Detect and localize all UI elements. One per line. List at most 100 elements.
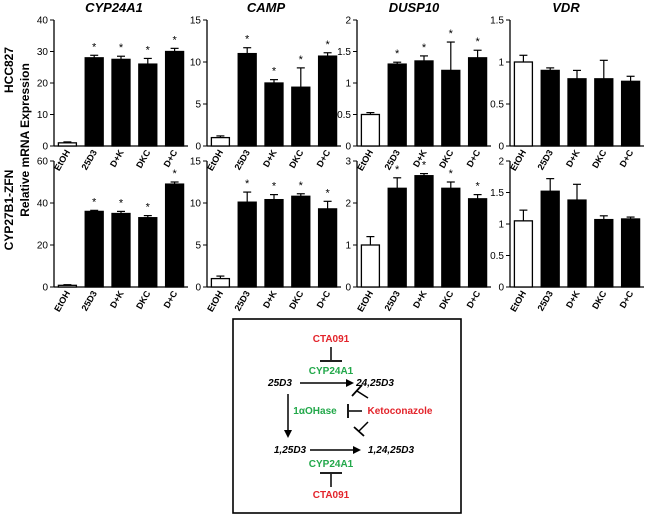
- x-tick-label: D+K: [564, 289, 582, 310]
- bar: [513, 220, 534, 288]
- significance-marker: *: [475, 36, 480, 48]
- y-tick-label: 15: [190, 157, 202, 168]
- bar: [467, 57, 488, 147]
- bar: [57, 284, 78, 288]
- bar: [237, 201, 257, 288]
- significance-marker: *: [422, 42, 427, 54]
- x-tick-label: D+K: [108, 289, 126, 310]
- y-tick-label: 5: [195, 241, 201, 252]
- chart-cyp27b1-zfn-vdr: 0 0.5 1 1.5 2 EtOH 25D3 D+K DKC D+C: [490, 157, 644, 313]
- bar: [291, 195, 311, 288]
- bar: [441, 187, 461, 288]
- pathway-diagram: CTA091 CYP24A1 25D3 24,25D3 1αOHase Keto…: [232, 318, 462, 514]
- x-tick-label: 25D3: [536, 289, 555, 313]
- column-title-dusp10: DUSP10: [389, 0, 440, 15]
- bar: [594, 78, 614, 147]
- bar: [360, 113, 381, 147]
- significance-marker: *: [146, 202, 151, 214]
- y-tick-label: 1.5: [490, 16, 504, 27]
- y-tick-label: 10: [190, 199, 202, 210]
- y-tick-label: 40: [37, 199, 49, 210]
- x-tick-label: D+C: [315, 289, 333, 310]
- significance-marker: *: [245, 34, 250, 46]
- bar: [441, 69, 461, 147]
- x-tick-label: D+C: [162, 289, 180, 310]
- y-tick-label: 20: [37, 241, 49, 252]
- x-tick-label: DKC: [590, 148, 609, 170]
- bar: [387, 187, 407, 288]
- x-tick-label: D+K: [261, 148, 279, 169]
- charts: 010203040EtOH*25D3*D+K*DKC*D+C051015EtOH…: [37, 16, 644, 313]
- x-tick-label: 25D3: [383, 289, 402, 313]
- significance-marker: *: [92, 41, 97, 53]
- x-tick-label: EtOH: [205, 289, 225, 313]
- x-tick-label: EtOH: [355, 148, 375, 172]
- y-tick-label: 1: [498, 220, 504, 231]
- significance-marker: *: [325, 187, 330, 199]
- chart-cyp27b1-zfn-camp: 0 5 10 15 EtOH * 25D3 * D+K * DKC * D+C: [190, 157, 341, 313]
- y-tick-label: 40: [37, 16, 49, 27]
- bar: [540, 69, 560, 147]
- x-tick-label: EtOH: [52, 289, 72, 313]
- enzyme-bottom-label: CYP24A1: [309, 459, 354, 470]
- bar: [540, 190, 560, 288]
- bar: [164, 183, 185, 288]
- bar: [264, 198, 284, 288]
- bar: [567, 199, 587, 288]
- significance-marker: *: [299, 180, 304, 192]
- y-tick-label: 1: [498, 58, 504, 69]
- bar: [237, 52, 257, 147]
- x-tick-label: 25D3: [80, 148, 99, 172]
- significance-marker: *: [172, 34, 177, 46]
- significance-marker: *: [395, 48, 400, 60]
- bar: [210, 136, 231, 147]
- bar: [291, 86, 311, 147]
- x-tick-label: EtOH: [52, 148, 72, 172]
- x-tick-label: DKC: [134, 148, 153, 170]
- row-label-cyp27b1-zfn: CYP27B1-ZFN: [2, 170, 16, 251]
- significance-marker: *: [272, 181, 277, 193]
- chart-hcc827-vdr: 0 0.5 1 1.5 EtOH 25D3 D+K DKC D+C: [490, 16, 644, 172]
- y-tick-label: 1.5: [337, 47, 351, 58]
- inhibitor-bottom-label: CTA091: [313, 490, 350, 501]
- bar: [264, 82, 284, 147]
- y-tick-label: 0: [42, 283, 48, 294]
- y-tick-label: 0: [498, 142, 504, 153]
- x-tick-label: D+C: [618, 148, 636, 169]
- y-tick-label: 0: [195, 142, 201, 153]
- significance-marker: *: [119, 42, 124, 54]
- bar: [360, 244, 381, 288]
- y-tick-label: 1: [345, 79, 351, 90]
- y-tick-label: 30: [37, 47, 49, 58]
- x-tick-label: D+C: [315, 148, 333, 169]
- x-tick-label: 25D3: [233, 148, 252, 172]
- significance-marker: *: [146, 44, 151, 56]
- x-tick-label: D+K: [564, 148, 582, 169]
- x-tick-label: D+C: [465, 289, 483, 310]
- x-tick-label: EtOH: [508, 148, 528, 172]
- y-tick-label: 0: [42, 142, 48, 153]
- product-24-25d3: 24,25D3: [355, 378, 394, 389]
- y-tick-label: 0.5: [490, 100, 504, 111]
- x-tick-label: 25D3: [536, 148, 555, 172]
- bar: [138, 217, 158, 288]
- x-tick-label: D+K: [411, 289, 429, 310]
- ketoconazole-block-top-bar: [351, 384, 363, 397]
- significance-marker: *: [172, 168, 177, 180]
- bar: [84, 57, 104, 147]
- y-tick-label: 1.5: [490, 188, 504, 199]
- x-tick-label: DKC: [287, 289, 306, 311]
- x-tick-label: DKC: [437, 289, 456, 311]
- arrowhead-1-25d3: [284, 430, 292, 438]
- x-tick-label: DKC: [590, 289, 609, 311]
- ketoconazole-block-to-cyp24a1-bottom: [358, 421, 369, 432]
- substrate-25d3: 25D3: [267, 378, 292, 389]
- x-tick-label: DKC: [287, 148, 306, 170]
- chart-hcc827-cyp24a1: 0 10 20 30 40 EtOH * 25D3 * D+K * DKC * D+C: [37, 16, 188, 172]
- column-title-vdr: VDR: [552, 0, 580, 15]
- bar: [567, 78, 587, 147]
- significance-marker: *: [395, 164, 400, 176]
- significance-marker: *: [299, 54, 304, 66]
- y-tick-label: 5: [195, 100, 201, 111]
